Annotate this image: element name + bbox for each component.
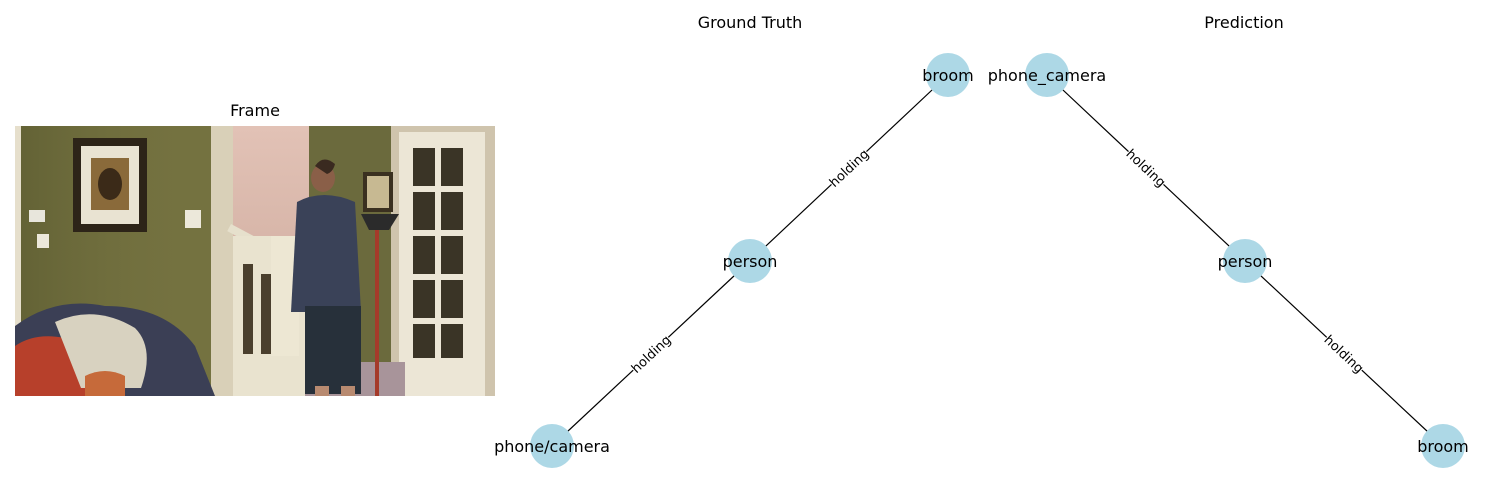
ground-truth-graph: holding holding broom person phone/camer… xyxy=(494,53,974,468)
pred-node-label-broom: broom xyxy=(1417,437,1469,456)
ground-truth-title: Ground Truth xyxy=(698,13,803,32)
gt-node-phone-camera xyxy=(530,424,574,468)
pred-node-phone-camera xyxy=(1025,53,1069,97)
pred-edge-label-upper: holding xyxy=(1122,145,1170,191)
gt-node-broom xyxy=(926,53,970,97)
gt-node-label-person: person xyxy=(723,252,778,271)
pred-node-broom xyxy=(1421,424,1465,468)
gt-edge-label-lower: holding xyxy=(627,331,675,377)
svg-text:holding: holding xyxy=(1321,333,1366,377)
pred-node-person xyxy=(1223,239,1267,283)
svg-text:holding: holding xyxy=(629,333,674,377)
prediction-title: Prediction xyxy=(1204,13,1283,32)
gt-node-person xyxy=(728,239,772,283)
pred-edge-label-lower: holding xyxy=(1320,331,1368,377)
pred-node-label-phone-camera: phone_camera xyxy=(988,66,1106,86)
gt-node-label-broom: broom xyxy=(922,66,974,85)
gt-edge-label-upper: holding xyxy=(825,145,873,191)
svg-text:holding: holding xyxy=(827,147,872,191)
pred-node-label-person: person xyxy=(1218,252,1273,271)
video-frame-image xyxy=(15,126,495,396)
prediction-graph: holding holding phone_camera person broo… xyxy=(988,53,1469,468)
svg-text:holding: holding xyxy=(1123,147,1168,191)
gt-node-label-phone-camera: phone/camera xyxy=(494,437,610,456)
frame-title: Frame xyxy=(230,101,280,120)
